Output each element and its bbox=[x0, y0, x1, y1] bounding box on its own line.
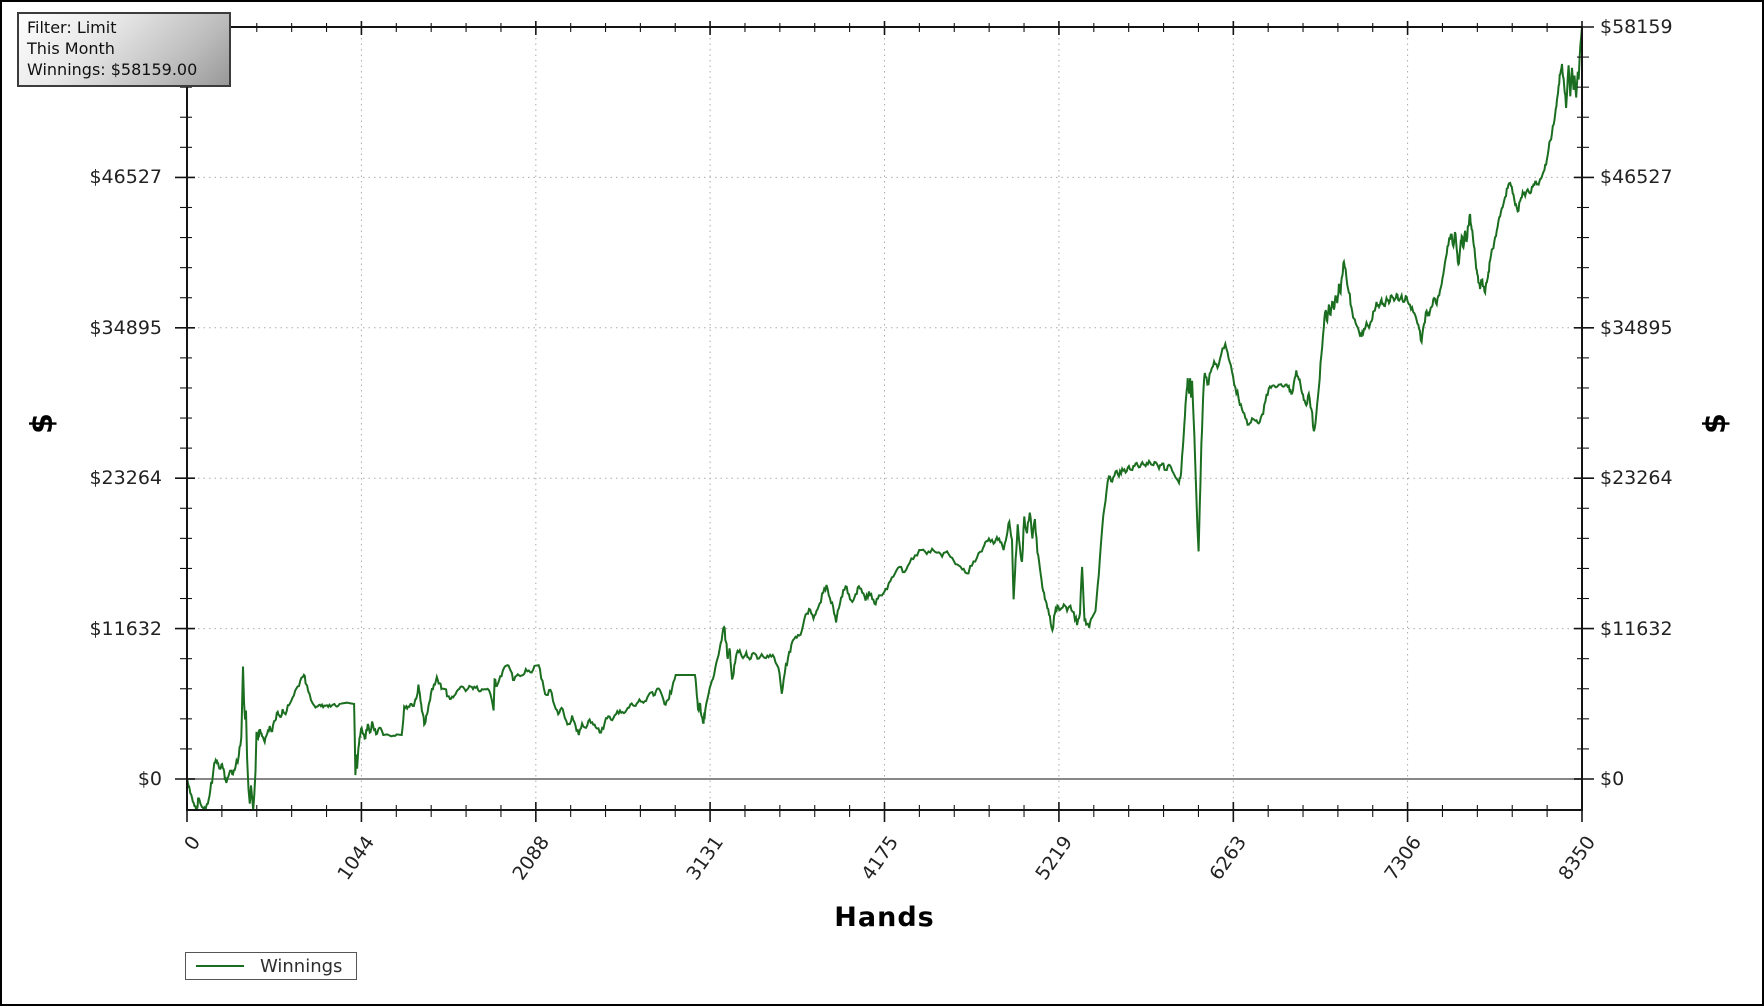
y-axis-label-left: $11632 bbox=[89, 617, 162, 640]
y-axis-label-right: $46527 bbox=[1600, 166, 1673, 189]
x-axis-title: Hands bbox=[834, 902, 935, 933]
y-axis-label-right: $34895 bbox=[1600, 316, 1673, 339]
legend-label: Winnings bbox=[260, 955, 343, 977]
y-axis-label-right: $58159 bbox=[1600, 16, 1673, 38]
winnings-total-line: Winnings: $58159.00 bbox=[27, 60, 198, 79]
y-axis-label-left: $23264 bbox=[89, 467, 162, 490]
legend: Winnings bbox=[185, 952, 357, 980]
winnings-line bbox=[187, 27, 1582, 810]
period-line: This Month bbox=[27, 39, 115, 58]
y-axis-label-right: $23264 bbox=[1600, 467, 1673, 490]
filter-summary-box: Filter: Limit This Month Winnings: $5815… bbox=[17, 12, 231, 87]
filter-line: Filter: Limit bbox=[27, 18, 117, 37]
legend-line-sample-icon bbox=[196, 965, 244, 967]
y-axis-title-right: $ bbox=[1697, 413, 1733, 434]
y-axis-label-right: $0 bbox=[1600, 768, 1625, 790]
y-axis-label-left: $34895 bbox=[89, 316, 162, 339]
y-axis-label-left: $46527 bbox=[89, 166, 162, 189]
y-axis-label-right: $11632 bbox=[1600, 617, 1673, 640]
y-axis-label-left: $0 bbox=[137, 768, 162, 790]
y-axis-title-left: $ bbox=[24, 413, 60, 434]
